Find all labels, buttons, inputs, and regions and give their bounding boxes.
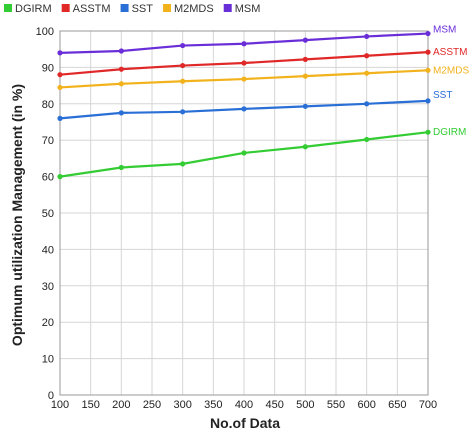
data-point (364, 136, 370, 143)
legend-label: ASSTM (73, 3, 111, 15)
series-m2mds (57, 67, 431, 91)
legend-swatch (162, 4, 171, 12)
data-point (118, 81, 124, 87)
data-point (241, 106, 247, 112)
legend-swatch (4, 4, 12, 12)
x-tick-label: 150 (81, 399, 99, 411)
x-tick-label: 550 (327, 399, 345, 411)
x-tick-label: 200 (112, 399, 130, 411)
legend-swatch (223, 4, 232, 12)
legend: DGIRM ASSTM SST M2MDS MSM (4, 3, 260, 15)
series-asstm (57, 49, 431, 78)
series-msm (57, 30, 431, 56)
series-end-labels: MSM ASSTM M2MDS SST DGIRM (433, 25, 469, 139)
data-point (57, 50, 63, 56)
x-tick-label: 650 (388, 399, 406, 411)
y-tick-label: 50 (42, 208, 54, 220)
end-label-sst: SST (433, 90, 452, 101)
end-label-m2mds: M2MDS (433, 65, 469, 76)
x-tick-label: 600 (357, 399, 375, 411)
data-point (180, 42, 186, 49)
data-point (425, 98, 431, 104)
y-tick-label: 30 (42, 281, 54, 293)
y-tick-label: 20 (42, 317, 54, 329)
y-axis-title: Optimum utilization Management (in %) (9, 84, 25, 346)
end-label-dgirm: DGIRM (433, 127, 466, 138)
data-point (425, 30, 431, 37)
legend-swatch (61, 4, 70, 12)
data-point (118, 164, 124, 171)
x-tick-label: 700 (419, 399, 437, 411)
data-point (302, 56, 308, 62)
data-point (302, 73, 308, 79)
data-point (57, 115, 63, 121)
series-lines (57, 30, 431, 180)
y-tick-label: 0 (48, 390, 54, 402)
data-point (118, 66, 124, 72)
series-sst (57, 98, 431, 121)
axes (59, 30, 429, 396)
x-tick-labels: 100 150 200 250 300 350 400 450 500 550 600 650 700 (51, 399, 437, 411)
x-tick-label: 500 (296, 399, 314, 411)
x-tick-label: 300 (173, 399, 191, 411)
data-point (57, 174, 63, 180)
x-tick-label: 250 (143, 399, 161, 411)
data-point (425, 67, 431, 73)
data-point (180, 161, 186, 167)
data-point (302, 144, 308, 150)
y-tick-labels: 0 10 20 30 40 50 60 70 80 90 100 (36, 26, 54, 402)
y-tick-label: 80 (42, 99, 54, 111)
data-point (241, 41, 247, 47)
legend-swatch (120, 4, 129, 12)
data-point (364, 53, 370, 59)
legend-label: DGIRM (15, 3, 52, 15)
data-point (302, 103, 308, 109)
end-label-asstm: ASSTM (433, 47, 467, 58)
data-point (241, 150, 247, 156)
data-point (364, 101, 370, 107)
data-point (364, 33, 370, 40)
legend-label: MSM (235, 3, 261, 15)
end-label-msm: MSM (433, 25, 456, 36)
legend-label: M2MDS (174, 3, 214, 15)
data-point (118, 110, 124, 116)
data-point (180, 109, 186, 115)
x-tick-label: 350 (204, 399, 222, 411)
data-point (57, 84, 63, 91)
data-point (241, 76, 247, 82)
series-dgirm (57, 129, 431, 180)
plot-frame (59, 30, 429, 396)
y-tick-label: 40 (42, 244, 54, 256)
data-point (180, 78, 186, 84)
data-point (425, 129, 431, 135)
grid (59, 30, 429, 396)
data-point (241, 60, 247, 66)
x-axis-title: No.of Data (210, 415, 280, 431)
data-point (57, 72, 63, 78)
y-tick-label: 70 (42, 135, 54, 147)
legend-label: SST (132, 3, 154, 15)
y-tick-label: 10 (42, 354, 54, 366)
data-point (302, 37, 308, 43)
y-tick-label: 60 (42, 172, 54, 184)
x-tick-label: 450 (265, 399, 283, 411)
x-tick-label: 400 (235, 399, 253, 411)
x-tick-label: 100 (51, 399, 69, 411)
data-point (364, 70, 370, 76)
y-tick-label: 90 (42, 62, 54, 74)
data-point (118, 48, 124, 54)
data-point (180, 62, 186, 69)
data-point (425, 49, 431, 55)
y-tick-label: 100 (36, 26, 54, 38)
